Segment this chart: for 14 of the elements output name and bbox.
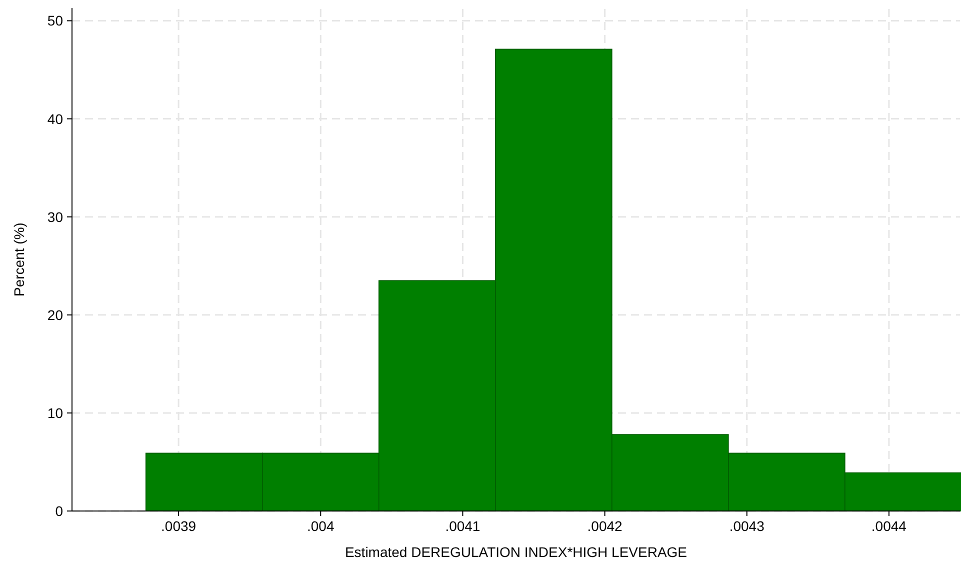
y-tick-label: 20: [47, 306, 64, 323]
x-tick-label: .0041: [445, 518, 480, 534]
y-axis-title: Percent (%): [11, 222, 27, 296]
x-tick-label: .0039: [161, 518, 196, 534]
y-tick-label: 40: [47, 110, 64, 127]
y-tick-label: 10: [47, 404, 64, 421]
x-tick-label: .0042: [587, 518, 623, 534]
x-tick-label: .0044: [871, 518, 907, 534]
x-tick-label: .004: [307, 518, 334, 534]
y-tick-label: 50: [47, 12, 64, 29]
x-axis-title: Estimated DEREGULATION INDEX*HIGH LEVERAGE: [344, 544, 688, 560]
x-tick-label: .0043: [729, 518, 765, 534]
y-tick-label: 0: [55, 503, 64, 519]
y-tick-label: 30: [47, 208, 64, 225]
